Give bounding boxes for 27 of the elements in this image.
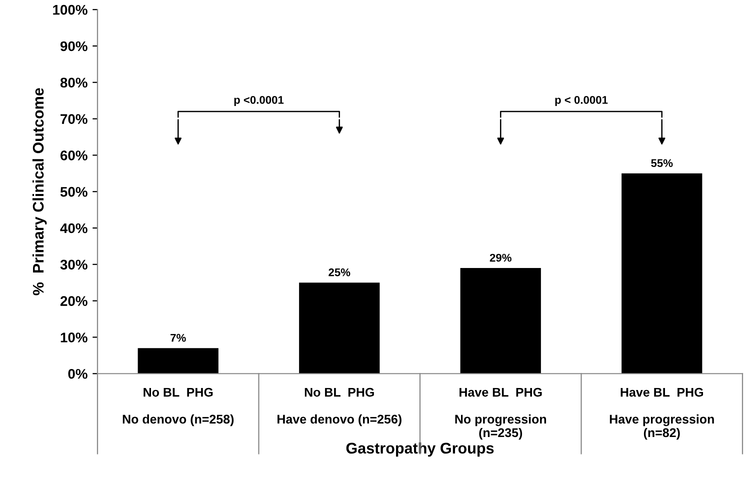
annotation: p < 0.0001 bbox=[555, 96, 608, 106]
category-label: No BL PHG No denovo (n=258) bbox=[122, 388, 234, 426]
bar bbox=[299, 282, 380, 374]
y-tick-label: 80% bbox=[60, 78, 88, 88]
y-tick-label: 70% bbox=[60, 114, 88, 124]
data-label: 29% bbox=[490, 254, 512, 262]
category-label: Have BL PHG Have progression (n=82) bbox=[610, 388, 714, 440]
annotation: p <0.0001 bbox=[234, 96, 284, 106]
data-label: 55% bbox=[651, 159, 673, 168]
data-label: 25% bbox=[328, 268, 350, 276]
y-tick-label: 60% bbox=[60, 150, 88, 160]
x-axis-title: Gastropathy Groups bbox=[346, 442, 494, 457]
y-tick-label: 10% bbox=[60, 332, 88, 342]
y-axis-title: % Primary Clinical Outcome bbox=[32, 88, 47, 296]
bar bbox=[622, 173, 702, 374]
category-label: No BL PHG Have denovo (n=256) bbox=[278, 388, 402, 426]
y-tick-label: 90% bbox=[60, 41, 88, 52]
y-tick-label: 20% bbox=[60, 296, 88, 306]
bar bbox=[138, 348, 218, 374]
bar bbox=[460, 268, 541, 374]
data-label: 7% bbox=[170, 334, 186, 342]
y-tick-label: 100% bbox=[53, 4, 88, 15]
category-label: Have BL PHG No progression (n=235) bbox=[455, 388, 546, 440]
y-tick-label: 40% bbox=[60, 223, 88, 234]
y-tick-label: 30% bbox=[60, 260, 88, 270]
y-tick-label: 50% bbox=[60, 186, 88, 197]
y-tick-label: 0% bbox=[68, 368, 88, 379]
